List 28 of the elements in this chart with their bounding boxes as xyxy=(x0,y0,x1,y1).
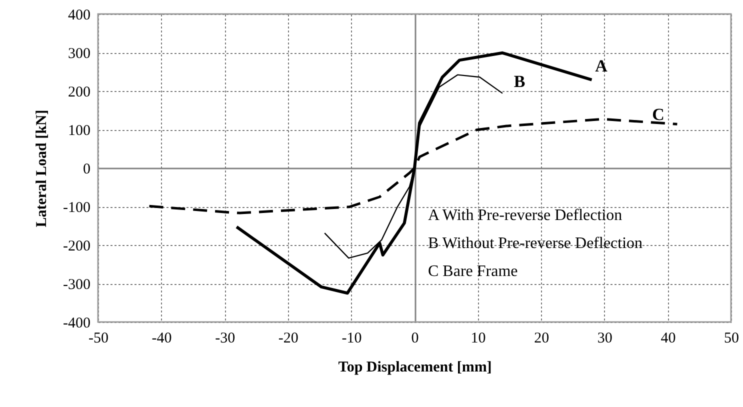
y-axis-title: Lateral Load [kN] xyxy=(34,110,50,228)
x-tick-label: -10 xyxy=(342,330,362,346)
x-tick-label: -50 xyxy=(88,330,108,346)
x-tick-label: 10 xyxy=(470,330,486,346)
annotation: B xyxy=(514,72,526,91)
annotation: C xyxy=(652,104,664,124)
y-tick-label: 300 xyxy=(68,46,90,62)
x-tick-label: -20 xyxy=(278,330,298,346)
annotation: C Bare Frame xyxy=(428,263,518,280)
y-tick-label: -300 xyxy=(63,277,90,293)
x-tick-label: 50 xyxy=(724,330,739,346)
y-tick-label: -200 xyxy=(63,238,90,254)
y-tick-label: -400 xyxy=(63,316,90,332)
x-tick-label: 0 xyxy=(411,330,419,346)
y-tick-label: 400 xyxy=(68,8,90,24)
x-tick-label: 40 xyxy=(660,330,676,346)
y-tick-label: -100 xyxy=(63,200,90,216)
annotation: A xyxy=(595,56,608,76)
x-axis-title: Top Displacement [mm] xyxy=(338,360,492,376)
x-tick-label: -30 xyxy=(215,330,236,346)
x-tick-label: 20 xyxy=(534,330,550,346)
y-tick-label: 0 xyxy=(83,162,90,178)
x-tick-label: 30 xyxy=(597,330,612,346)
y-tick-label: 100 xyxy=(68,123,90,139)
annotation: A With Pre-reverse Deflection xyxy=(428,207,622,224)
y-tick-label: 200 xyxy=(68,84,90,100)
x-tick-label: -40 xyxy=(152,330,172,346)
annotation: B Without Pre-reverse Deflection xyxy=(428,235,643,252)
